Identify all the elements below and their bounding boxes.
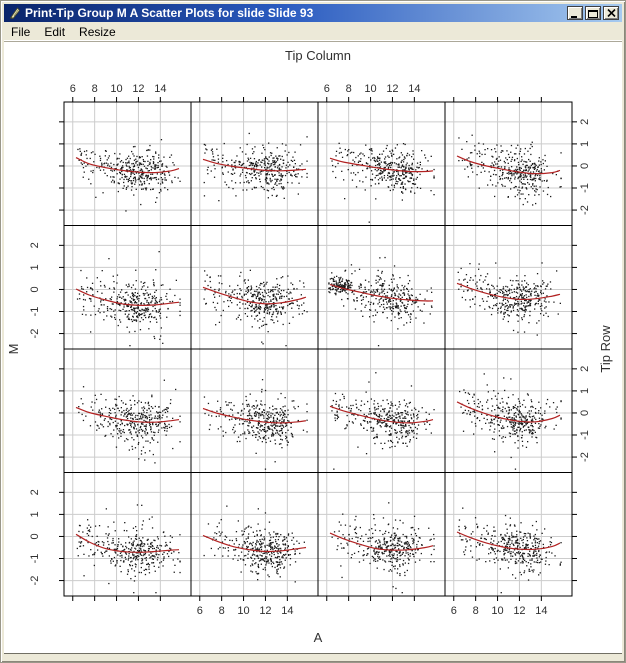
lattice-scatter-plot: 6 8 10 12 146 8 10 12 146 8 10 12 146 8 10 12 14210-1-22…	[6, 48, 613, 645]
panel-r4c2	[190, 472, 319, 597]
loess-curve	[456, 401, 561, 423]
loess-curve	[202, 407, 307, 424]
panel-r4c4	[444, 472, 573, 597]
scatter-points	[203, 379, 308, 470]
panel-r2c2	[190, 225, 319, 350]
minimize-icon	[571, 15, 577, 18]
axes: 6 8 10 12 146 8 10 12 146 8 10 12 146 8 10 12 14210-1-22…	[29, 83, 591, 617]
panel-r3c3	[317, 348, 446, 473]
loess-curve	[202, 286, 307, 305]
maximize-button[interactable]	[585, 6, 601, 20]
panel-r2c4	[444, 225, 573, 350]
scatter-points	[328, 256, 433, 347]
scatter-points	[203, 269, 308, 347]
window-controls	[567, 6, 619, 20]
close-button[interactable]	[603, 6, 619, 20]
loess-curve	[75, 288, 180, 306]
minimize-button[interactable]	[567, 6, 583, 20]
axis-titles: Tip Column A M Tip Row	[6, 48, 613, 645]
loess-curve	[456, 155, 561, 175]
loess-curve	[329, 157, 434, 173]
loess-curve	[329, 532, 434, 551]
right-axis-title: Tip Row	[598, 325, 613, 373]
scatter-points	[78, 379, 181, 464]
scatter-points	[331, 142, 435, 223]
title-bar[interactable]: Print-Tip Group M A Scatter Plots for sl…	[4, 4, 622, 22]
panel-r3c4	[444, 348, 573, 473]
graphics-device-canvas: 6 8 10 12 14 6 8 10 12 14 6 8 10 12 14 6 8 10 12 14 2 1 0 -1 -2 2…	[4, 41, 622, 654]
menu-bar: File Edit Resize	[4, 23, 622, 41]
scatter-points	[331, 502, 435, 594]
loess-curve	[456, 531, 561, 551]
scatter-points	[331, 372, 435, 470]
scatter-points	[203, 505, 305, 583]
loess-curve	[329, 284, 434, 302]
loess-curve	[202, 158, 307, 172]
top-axis-title: Tip Column	[285, 48, 351, 63]
scatter-points	[458, 134, 562, 206]
loess-curve	[75, 533, 180, 553]
loess-curve	[75, 406, 180, 423]
quill-icon	[9, 7, 21, 19]
panel-r4c3	[317, 472, 446, 597]
scatter-points	[457, 262, 561, 336]
panel-r2c3	[317, 225, 446, 350]
menu-edit[interactable]: Edit	[44, 24, 66, 39]
panel-r3c1	[63, 348, 192, 473]
loess-curve	[75, 157, 180, 174]
scatter-points	[76, 504, 181, 594]
panel-r3c2	[190, 348, 319, 473]
maximize-icon	[588, 9, 598, 18]
x-axis-title: A	[314, 630, 323, 645]
loess-curve	[202, 534, 307, 553]
loess-curve	[329, 405, 434, 424]
panel-r2c1	[63, 225, 192, 350]
panel-r1c1	[63, 101, 192, 226]
y-axis-title: M	[6, 344, 21, 355]
panel-r1c4	[444, 101, 573, 226]
window-title: Print-Tip Group M A Scatter Plots for sl…	[25, 6, 314, 20]
close-icon	[606, 9, 616, 17]
menu-resize[interactable]: Resize	[79, 24, 116, 39]
panel-r1c2	[190, 101, 319, 226]
panel-r1c3	[317, 101, 446, 226]
menu-file[interactable]: File	[11, 24, 31, 39]
loess-curve	[456, 282, 561, 301]
panel-r4c1	[63, 472, 192, 597]
